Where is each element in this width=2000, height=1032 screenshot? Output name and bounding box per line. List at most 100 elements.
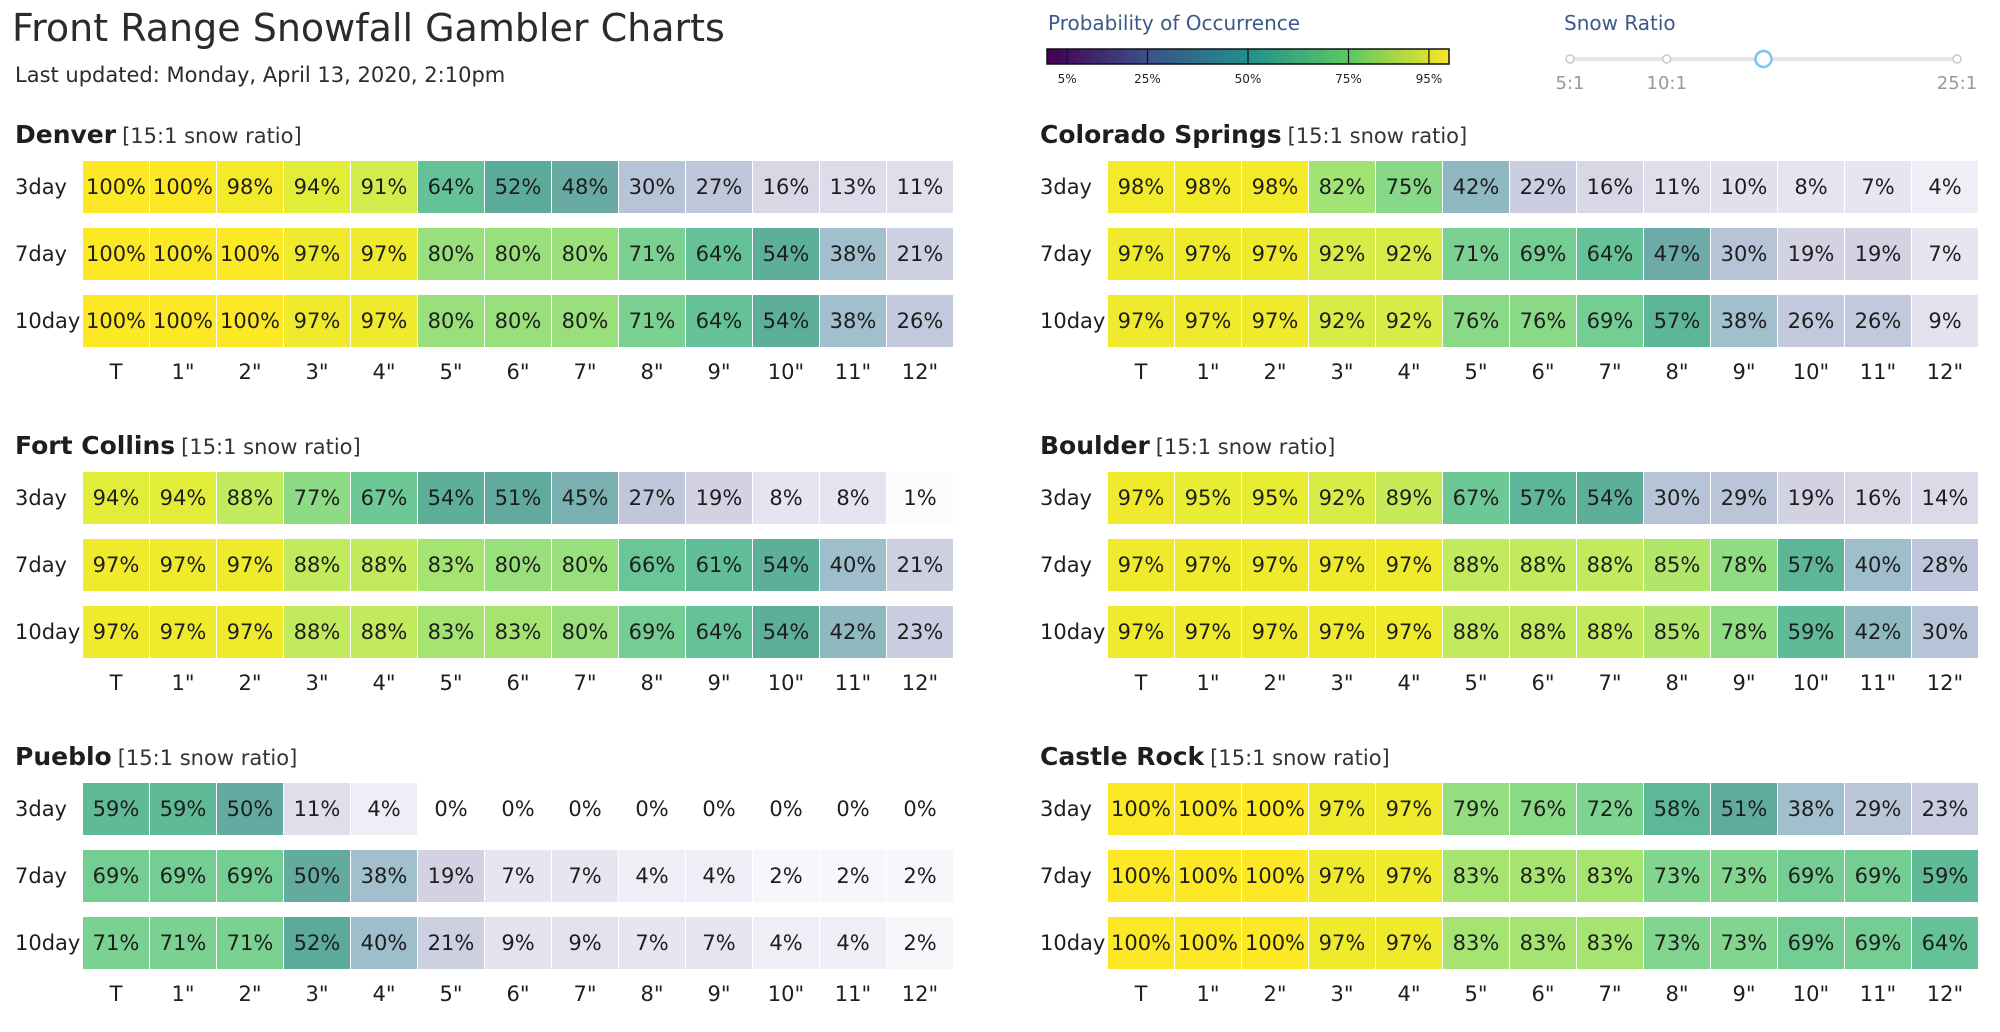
last-updated: Last updated: Monday, April 13, 2020, 2:… bbox=[15, 63, 506, 87]
heatmap-cell: 97% bbox=[1309, 850, 1375, 902]
colorbar-tick-label: 75% bbox=[1335, 72, 1362, 86]
slider-handle[interactable] bbox=[1754, 49, 1773, 69]
heatmap-cell: 97% bbox=[1309, 606, 1375, 658]
colorbar-segment bbox=[1235, 49, 1241, 64]
heatmap-cell: 98% bbox=[217, 161, 283, 213]
colorbar-segment bbox=[1103, 49, 1108, 64]
colorbar-segment bbox=[1067, 49, 1072, 64]
heatmap-cell: 45% bbox=[552, 472, 618, 524]
column-label: 3" bbox=[1330, 982, 1354, 1006]
colorbar-segment bbox=[1264, 49, 1269, 64]
colorbar-segment bbox=[1372, 49, 1378, 64]
colorbar-segment bbox=[1207, 49, 1213, 64]
heatmap-cell: 80% bbox=[418, 295, 484, 347]
column-label: 8" bbox=[640, 982, 664, 1006]
colorbar-segment bbox=[1420, 49, 1426, 64]
heatmap-cell: 100% bbox=[1242, 783, 1308, 835]
colorbar-segment bbox=[1440, 49, 1446, 64]
column-label: 4" bbox=[1397, 671, 1421, 695]
heatmap-cell: 7% bbox=[686, 917, 752, 969]
heatmap-cell: 97% bbox=[1242, 295, 1308, 347]
slider-stop[interactable] bbox=[1952, 54, 1962, 64]
column-label: 4" bbox=[1397, 360, 1421, 384]
heatmap-cell: 97% bbox=[83, 539, 149, 591]
colorbar-segment bbox=[1344, 49, 1350, 64]
colorbar-segment bbox=[1175, 49, 1181, 64]
column-label: 7" bbox=[573, 982, 597, 1006]
heatmap-cell: 38% bbox=[820, 228, 886, 280]
colorbar-segment bbox=[1239, 49, 1245, 64]
heatmap-cell: 7% bbox=[485, 850, 551, 902]
heatmap-cell: 73% bbox=[1711, 850, 1777, 902]
heatmap-cell: 88% bbox=[1443, 606, 1509, 658]
city-name: Fort Collins bbox=[15, 431, 176, 460]
heatmap-cell: 97% bbox=[351, 228, 417, 280]
chart-boulder: Boulder [15:1 snow ratio] 3day 97% 95% 95% 92%… bbox=[1040, 431, 1978, 721]
row-label: 7day bbox=[1040, 242, 1092, 266]
heatmap-cell: 26% bbox=[887, 295, 953, 347]
colorbar-segment bbox=[1231, 49, 1237, 64]
heatmap-cell: 10% bbox=[1711, 161, 1777, 213]
heatmap-cell: 4% bbox=[351, 783, 417, 835]
heatmap-cell: 83% bbox=[1577, 850, 1643, 902]
heatmap-cell: 11% bbox=[887, 161, 953, 213]
column-label: 8" bbox=[1665, 982, 1689, 1006]
heatmap-cell: 29% bbox=[1845, 783, 1911, 835]
heatmap-cell: 69% bbox=[1778, 850, 1844, 902]
chart-title: Colorado Springs [15:1 snow ratio] bbox=[1040, 120, 1467, 149]
heatmap-cell: 38% bbox=[351, 850, 417, 902]
colorbar-segment bbox=[1143, 49, 1149, 64]
heatmap-cell: 21% bbox=[418, 917, 484, 969]
heatmap-cell: 92% bbox=[1309, 472, 1375, 524]
heatmap-cell: 100% bbox=[1242, 850, 1308, 902]
row-label: 3day bbox=[15, 175, 67, 199]
column-label: 10" bbox=[767, 360, 805, 384]
colorbar-segment bbox=[1171, 49, 1177, 64]
heatmap-cell: 59% bbox=[83, 783, 149, 835]
colorbar-segment bbox=[1356, 49, 1362, 64]
colorbar-segment bbox=[1436, 49, 1442, 64]
heatmap-cell: 88% bbox=[351, 539, 417, 591]
heatmap-cell: 61% bbox=[686, 539, 752, 591]
column-label: 7" bbox=[573, 360, 597, 384]
colorbar-segment bbox=[1428, 49, 1434, 64]
column-label: 5" bbox=[1464, 982, 1488, 1006]
heatmap-cell: 98% bbox=[1108, 161, 1174, 213]
column-label: 1" bbox=[1196, 671, 1220, 695]
column-label: 8" bbox=[640, 671, 664, 695]
colorbar-segment bbox=[1276, 49, 1281, 64]
heatmap-cell: 88% bbox=[1510, 539, 1576, 591]
heatmap-cell: 52% bbox=[485, 161, 551, 213]
column-label: 10" bbox=[1792, 360, 1830, 384]
heatmap-cell: 98% bbox=[1175, 161, 1241, 213]
heatmap-cell: 59% bbox=[150, 783, 216, 835]
heatmap-cell: 100% bbox=[1175, 917, 1241, 969]
column-label: 12" bbox=[1926, 671, 1964, 695]
page-title: Front Range Snowfall Gambler Charts bbox=[12, 6, 725, 50]
heatmap-cell: 83% bbox=[1577, 917, 1643, 969]
heatmap-cell: 26% bbox=[1778, 295, 1844, 347]
column-label: 8" bbox=[1665, 360, 1689, 384]
column-label: 8" bbox=[1665, 671, 1689, 695]
colorbar-segment bbox=[1219, 49, 1225, 64]
slider-stop[interactable] bbox=[1565, 54, 1575, 64]
heatmap-cell: 97% bbox=[83, 606, 149, 658]
slider-stop[interactable] bbox=[1662, 54, 1672, 64]
colorbar-segment bbox=[1055, 49, 1060, 64]
colorbar-segment bbox=[1163, 49, 1169, 64]
column-label: T bbox=[109, 671, 123, 695]
heatmap-cell: 95% bbox=[1242, 472, 1308, 524]
snow-ratio-slider[interactable]: 5:1 10:1 25:1 bbox=[1545, 45, 1985, 97]
heatmap-cell: 80% bbox=[485, 295, 551, 347]
column-label: 12" bbox=[901, 360, 939, 384]
heatmap-cell: 97% bbox=[1376, 917, 1442, 969]
heatmap-cell: 67% bbox=[1443, 472, 1509, 524]
heatmap-cell: 85% bbox=[1644, 606, 1710, 658]
heatmap-cell: 57% bbox=[1778, 539, 1844, 591]
heatmap-cell: 88% bbox=[284, 539, 350, 591]
heatmap-cell: 7% bbox=[1912, 228, 1978, 280]
heatmap-cell: 100% bbox=[1108, 850, 1174, 902]
heatmap-cell: 11% bbox=[284, 783, 350, 835]
heatmap-cell: 92% bbox=[1309, 295, 1375, 347]
heatmap-cell: 16% bbox=[1845, 472, 1911, 524]
